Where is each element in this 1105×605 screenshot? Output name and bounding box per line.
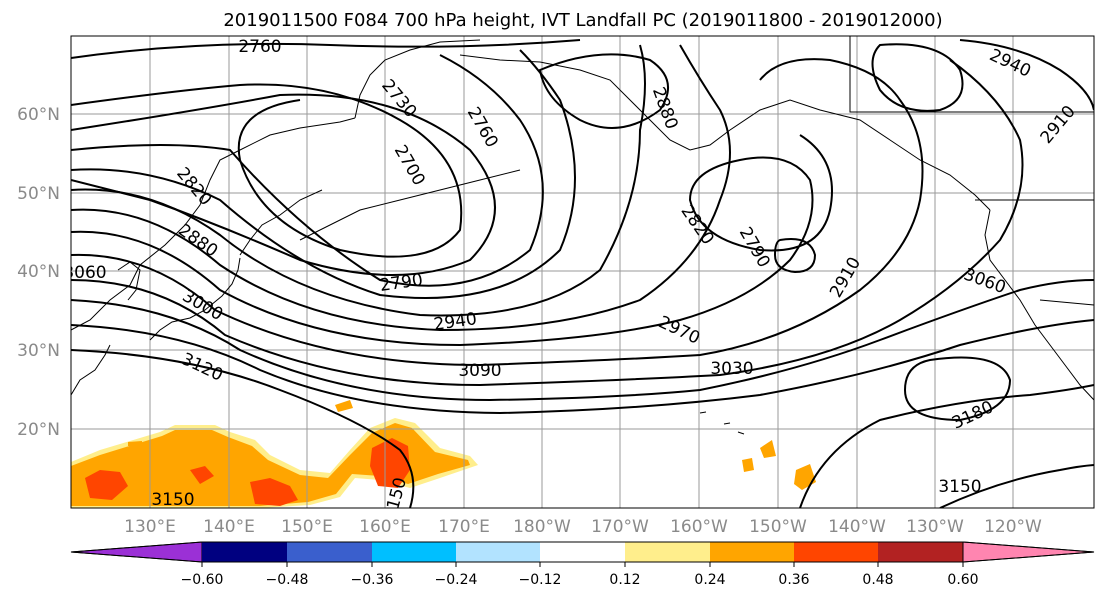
contour-label: 3060: [63, 263, 106, 283]
shading-048b: [250, 478, 298, 506]
colorbar-bin: [287, 542, 372, 562]
contour-label: 3150: [938, 477, 981, 497]
map-title: 2019011500 F084 700 hPa height, IVT Land…: [223, 10, 942, 31]
colorbar-bin: [540, 542, 625, 562]
contour-label: 3030: [710, 359, 753, 379]
latitude-labels: 60°N 50°N 40°N 30°N 20°N: [17, 105, 60, 440]
shading-048a: [85, 470, 128, 500]
colorbar-extend-max: [962, 541, 1095, 563]
contour-label: 2760: [238, 37, 281, 57]
lon-label: 160°W: [670, 517, 728, 537]
shading-024-islands: [335, 400, 353, 412]
border-mexico: [1039, 299, 1094, 306]
colorbar-tick-label: −0.36: [351, 572, 394, 588]
colorbar-tick-label: −0.48: [266, 572, 309, 588]
colorbar-tick-label: −0.12: [519, 572, 562, 588]
lon-label: 170°E: [438, 517, 490, 537]
lon-label: 160°E: [359, 517, 411, 537]
contour-label: 3150: [151, 490, 194, 510]
lon-label: 120°W: [984, 517, 1042, 537]
hawaii: [699, 411, 745, 435]
colorbar-bin: [202, 542, 287, 562]
colorbar-tick-label: −0.24: [435, 572, 478, 588]
height-contours: [71, 39, 1094, 508]
shading-036: [71, 423, 470, 506]
colorbar-bin: [625, 542, 710, 562]
colorbar-tick-label: −0.60: [181, 572, 224, 588]
lat-label: 50°N: [17, 184, 60, 204]
shading-024-dot: [128, 441, 142, 446]
lon-label: 130°W: [906, 517, 964, 537]
coastlines: [71, 36, 1094, 435]
lon-label: 170°W: [591, 517, 649, 537]
lon-label: 140°W: [828, 517, 886, 537]
ivt-shading: [71, 400, 816, 508]
longitude-labels: 130°E 140°E 150°E 160°E 170°E 180°W 170°…: [124, 517, 1042, 537]
colorbar-tick-label: 0.12: [609, 572, 640, 588]
coast-aleutians: [299, 169, 521, 241]
colorbar-bin: [372, 542, 456, 562]
colorbar-tick-label: 0.24: [694, 572, 725, 588]
lon-label: 180°W: [513, 517, 571, 537]
lon-label: 140°E: [203, 517, 255, 537]
lon-label: 130°E: [124, 517, 176, 537]
border-canada: [849, 36, 1094, 113]
colorbar-tick-label: 0.36: [778, 572, 809, 588]
colorbar-tick-label: 0.60: [947, 572, 978, 588]
coast-na-west: [984, 209, 1094, 401]
colorbar-bin: [878, 542, 963, 562]
colorbar-bin: [710, 542, 794, 562]
coast-kamchatka: [239, 189, 323, 256]
colorbar-bin: [794, 542, 878, 562]
lat-label: 20°N: [17, 420, 60, 440]
lon-label: 150°E: [281, 517, 333, 537]
colorbar-tick-label: 0.48: [862, 572, 893, 588]
coast-asia: [71, 39, 481, 331]
lat-label: 60°N: [17, 105, 60, 125]
graticule: [71, 36, 1094, 508]
shading-036-hawaii-b: [742, 458, 754, 472]
coast-alaska: [459, 54, 991, 211]
shading-048d: [190, 466, 214, 484]
contour-label: 3090: [458, 361, 501, 381]
lat-label: 40°N: [17, 262, 60, 282]
colorbar: −0.60 −0.48 −0.36 −0.24 −0.12 0.12 0.24 …: [70, 541, 1095, 588]
coast-korea: [117, 261, 141, 301]
lon-label: 150°W: [749, 517, 807, 537]
colorbar-bin: [456, 542, 540, 562]
lat-label: 30°N: [17, 341, 60, 361]
colorbar-extend-min: [70, 541, 203, 563]
map-frame: [70, 35, 1095, 509]
shading-036-hawaii-a: [760, 440, 776, 458]
